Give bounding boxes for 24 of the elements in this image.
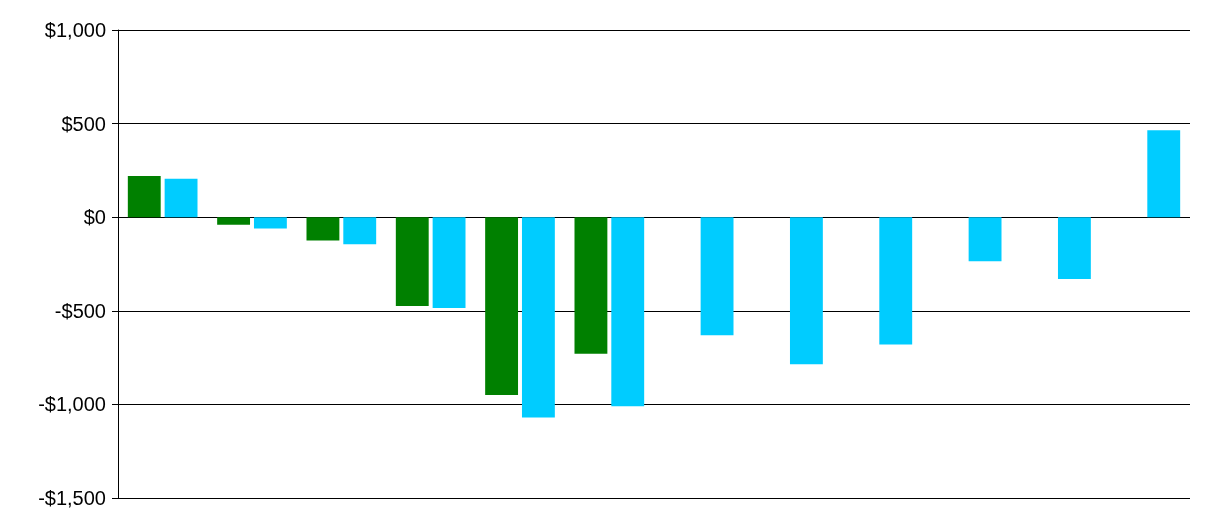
y-tick-label: -$500: [54, 299, 106, 322]
y-tick-label: -$1,500: [38, 487, 106, 509]
bar: [164, 178, 198, 218]
bar: [574, 217, 608, 354]
bar: [253, 217, 287, 229]
bar: [1147, 130, 1181, 218]
bar: [395, 217, 429, 307]
bar: [879, 217, 913, 345]
bar: [700, 217, 734, 336]
y-tick-label: $1,000: [44, 19, 106, 41]
y-tick-label: -$1,000: [38, 393, 106, 416]
bar: [968, 217, 1002, 262]
y-tick-label: $500: [61, 112, 106, 135]
bar: [485, 217, 519, 396]
bar: [217, 217, 251, 225]
bar: [306, 217, 340, 241]
bar: [127, 176, 161, 218]
bar: [521, 217, 555, 418]
bar: [343, 217, 377, 245]
bar: [789, 217, 823, 365]
bar: [1057, 217, 1091, 279]
y-tick-label: $0: [83, 206, 106, 229]
bar: [611, 217, 645, 407]
bar: [432, 217, 466, 308]
